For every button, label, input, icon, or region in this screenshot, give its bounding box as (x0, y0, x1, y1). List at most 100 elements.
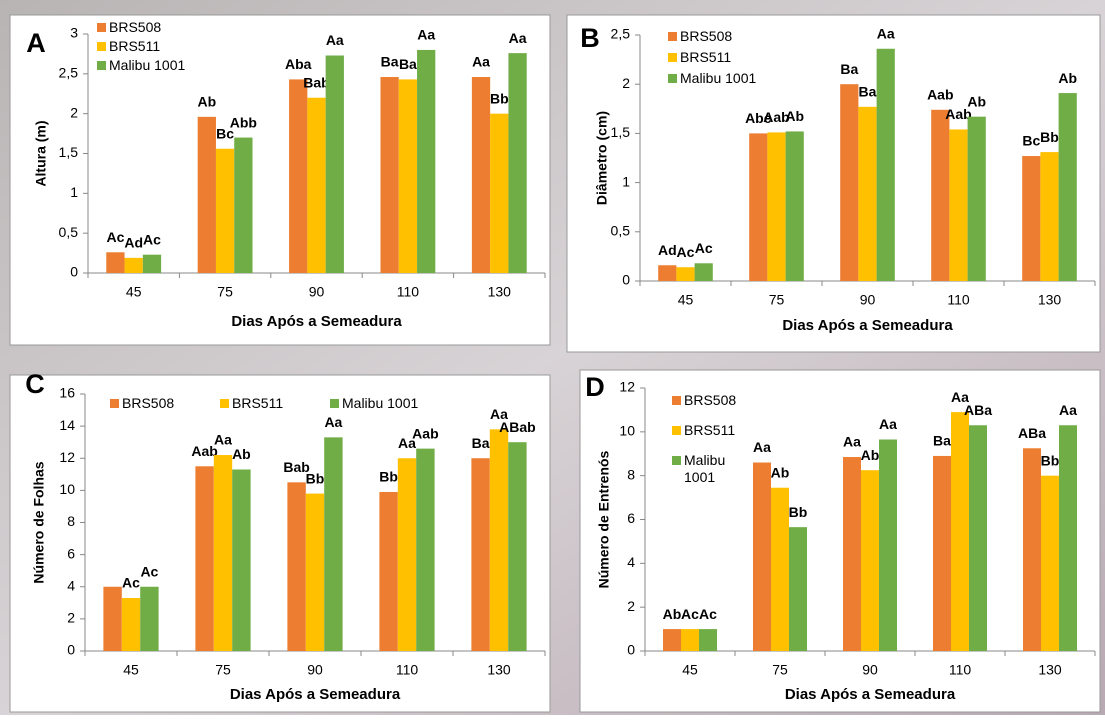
bar-annotation: Ab (1058, 70, 1077, 86)
legend-label: BRS511 (232, 395, 342, 412)
bar-annotation: Aa (472, 54, 490, 70)
bar (289, 79, 307, 273)
legend-label: Malibu 1001 (342, 395, 452, 412)
bar-annotation: Ac (122, 575, 140, 591)
y-tick-label: 2 (627, 598, 635, 614)
bar (416, 449, 434, 651)
y-tick-label: 3 (70, 25, 78, 41)
bar-annotation: Ad (658, 242, 677, 258)
x-tick-label: 45 (682, 662, 698, 678)
y-tick-label: 6 (67, 545, 75, 561)
bar (216, 149, 234, 273)
bar (103, 587, 121, 651)
legend-label: BRS508 (684, 392, 746, 409)
legend-label: BRS508 (109, 19, 239, 36)
legend-entry: Malibu 1001 (342, 395, 452, 435)
bar (106, 252, 124, 273)
bar-annotation: Aa (417, 27, 435, 43)
panel (567, 15, 1100, 352)
bar-annotation: Ba (381, 54, 399, 70)
legend-label: BRS508 (122, 395, 232, 412)
bar (858, 107, 876, 281)
legend-swatch (672, 396, 681, 405)
bar-annotation: Ab (663, 606, 682, 622)
x-axis-title: Dias Após a Semeadura (230, 686, 401, 703)
y-tick-label: 1,5 (59, 144, 79, 160)
y-tick-label: 1 (70, 184, 78, 200)
y-tick-label: 2,5 (611, 26, 631, 42)
bar (214, 455, 232, 651)
bar-annotation: Bb (789, 504, 808, 520)
legend-swatch (668, 32, 677, 41)
bar-annotation: Aa (877, 25, 895, 41)
legend-label: BRS511 (109, 38, 239, 55)
bar-annotation: Aa (326, 32, 344, 48)
y-tick-label: 4 (67, 577, 75, 593)
y-tick-label: 12 (59, 449, 75, 465)
x-tick-label: 45 (126, 284, 142, 300)
bar (789, 527, 807, 651)
legend-swatch (97, 61, 106, 70)
y-axis-title: Número de Folhas (31, 461, 47, 583)
bar-annotation: Ab (771, 464, 790, 480)
bar-annotation: Ac (681, 606, 699, 622)
x-tick-label: 110 (397, 284, 420, 300)
legend-label: Malibu 1001 (680, 70, 810, 87)
bar-annotation: Aab (927, 86, 953, 102)
bar (490, 429, 508, 651)
bar-annotation: Ac (140, 563, 158, 579)
bar (508, 442, 526, 651)
bar-annotation: Bb (490, 90, 509, 106)
y-tick-label: 12 (619, 379, 635, 395)
x-tick-label: 90 (860, 292, 876, 308)
x-tick-label: 130 (1038, 662, 1062, 678)
legend-swatch (97, 23, 106, 32)
bar (143, 255, 161, 273)
bar (933, 456, 951, 651)
bar-annotation: Ab (967, 93, 986, 109)
bar-annotation: Ba (399, 56, 417, 72)
bar (949, 129, 967, 281)
bar-annotation: Aa (753, 439, 771, 455)
legend-label: BRS511 (680, 49, 810, 66)
bar-annotation: Aba (285, 56, 312, 72)
bar (195, 466, 213, 651)
y-tick-label: 4 (627, 554, 635, 570)
bar (663, 629, 681, 651)
bar (861, 470, 879, 651)
bar-annotation: Aa (1059, 402, 1077, 418)
bar (471, 458, 489, 651)
bar-annotation: Ac (106, 229, 124, 245)
y-axis-title: Altura (m) (33, 120, 49, 186)
x-tick-label: 110 (947, 292, 970, 308)
y-tick-label: 8 (627, 466, 635, 482)
bar (1059, 425, 1077, 651)
y-tick-label: 0 (622, 272, 630, 288)
bar-annotation: Ac (677, 244, 695, 260)
y-tick-label: 2 (622, 75, 630, 91)
bar-annotation: Aa (509, 30, 527, 46)
bar (379, 492, 397, 651)
y-tick-label: 1 (622, 173, 630, 189)
x-tick-label: 90 (309, 284, 325, 300)
panel-label: A (26, 28, 46, 58)
y-tick-label: 10 (59, 481, 75, 497)
y-tick-label: 1,5 (611, 124, 631, 140)
bar (695, 263, 713, 281)
bar (306, 494, 324, 651)
panel (10, 15, 550, 345)
bar-annotation: Ac (695, 240, 713, 256)
legend-entry: Malibu 1001 (684, 452, 746, 492)
bar-annotation: Ab (785, 108, 804, 124)
legend-swatch (668, 74, 677, 83)
x-tick-label: 75 (217, 284, 233, 300)
bar (771, 488, 789, 651)
bar-annotation: Aa (843, 434, 861, 450)
bar (125, 258, 143, 273)
y-tick-label: 8 (67, 513, 75, 529)
bar (472, 77, 490, 273)
bar-annotation: ABa (1018, 425, 1046, 441)
bar-annotation: Abb (230, 114, 257, 130)
bar (968, 117, 986, 281)
bar (951, 412, 969, 651)
